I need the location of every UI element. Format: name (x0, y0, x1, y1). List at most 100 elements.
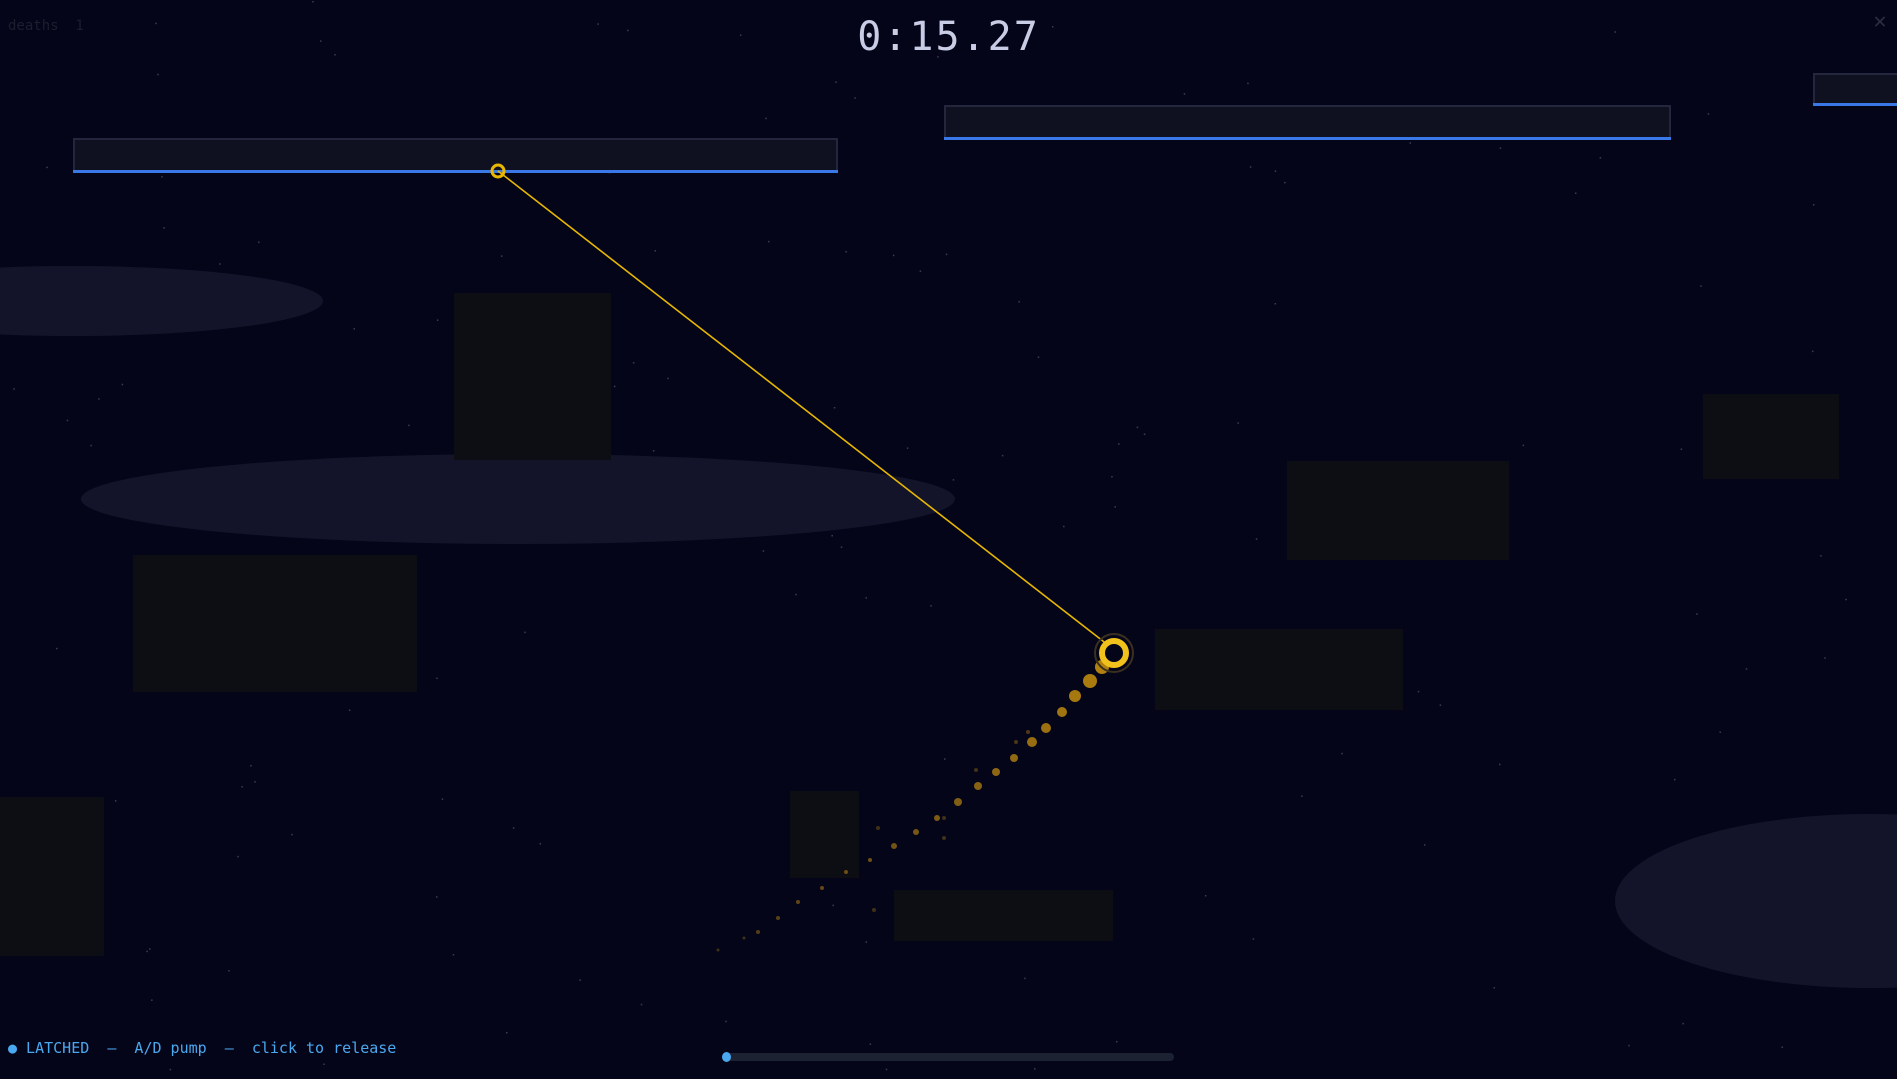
star (241, 786, 243, 788)
star (613, 385, 616, 388)
star (930, 605, 932, 607)
star (146, 950, 148, 953)
star (228, 970, 230, 972)
star (854, 97, 856, 99)
star (885, 1068, 888, 1071)
star (169, 1068, 172, 1071)
star (1493, 987, 1496, 989)
star (1599, 157, 1602, 159)
star (157, 73, 159, 76)
star (1628, 1044, 1630, 1047)
star (121, 383, 124, 386)
dark-block (1155, 629, 1403, 710)
star (348, 709, 351, 712)
star (833, 406, 836, 409)
star (1673, 778, 1676, 781)
star (436, 319, 439, 321)
trail-particle (756, 930, 760, 934)
star (1114, 506, 1116, 508)
star (1247, 82, 1249, 85)
trail-particle (796, 900, 800, 904)
background-cloud (81, 454, 955, 544)
star (512, 827, 515, 829)
platform-edge (73, 170, 838, 173)
star (869, 1043, 872, 1045)
star (1574, 192, 1577, 194)
star (944, 758, 946, 760)
star (1341, 752, 1343, 755)
star (1143, 433, 1146, 435)
trail-particle (942, 836, 946, 840)
star (1499, 147, 1502, 149)
grapple-platform (73, 138, 838, 173)
star (579, 979, 581, 981)
star (865, 597, 867, 599)
grapple-platform (1813, 73, 1897, 106)
star (90, 444, 92, 447)
star (237, 855, 239, 858)
trail-particle (872, 908, 876, 912)
trail-particle (1026, 730, 1030, 734)
star (353, 328, 355, 330)
star (795, 593, 797, 596)
star (1204, 895, 1207, 897)
star (435, 896, 438, 898)
star (1118, 443, 1120, 445)
trail-particle (942, 816, 946, 820)
trail-particle (1010, 754, 1018, 762)
trail-particle (974, 782, 982, 790)
trail-particle (844, 870, 848, 874)
player-ball (1099, 638, 1129, 668)
close-icon[interactable]: ✕ (1873, 9, 1887, 34)
star (1820, 555, 1822, 557)
star (627, 29, 629, 32)
trail-particle (776, 916, 780, 920)
trail-particle (992, 768, 1000, 776)
trail-particle (1057, 707, 1067, 717)
star (500, 255, 503, 257)
star (155, 22, 157, 25)
star (1051, 25, 1054, 28)
star (323, 1063, 325, 1065)
star (832, 904, 834, 907)
trail-particle (891, 843, 897, 849)
star (98, 398, 100, 400)
star (919, 270, 922, 272)
trail-particle (1083, 674, 1097, 688)
star (66, 419, 69, 422)
trail-particle (716, 948, 720, 952)
status-hint: ● LATCHED — A/D pump — click to release (8, 1039, 397, 1057)
star (254, 781, 256, 783)
star (652, 450, 655, 452)
trail-particle (913, 829, 919, 835)
trail-particle (954, 798, 962, 806)
star (632, 362, 635, 364)
star (1284, 181, 1286, 184)
star (1037, 356, 1040, 358)
deaths-counter: deaths 1 (8, 18, 84, 34)
star (1301, 795, 1303, 797)
dark-block (0, 797, 104, 956)
star (1183, 93, 1186, 95)
dark-block (454, 293, 611, 460)
star (1274, 170, 1277, 172)
star (219, 263, 221, 265)
dark-block (1287, 461, 1509, 560)
star (765, 117, 767, 120)
star (1522, 444, 1525, 447)
star (1696, 613, 1698, 615)
trail-particle (1041, 723, 1051, 733)
star (1423, 844, 1426, 846)
star (1111, 475, 1113, 478)
star (1116, 1040, 1118, 1043)
star (1824, 657, 1826, 659)
star (1034, 1068, 1036, 1070)
star (1614, 31, 1616, 33)
star (1682, 1022, 1684, 1025)
star (945, 253, 948, 256)
star (1439, 704, 1442, 706)
progress-marker (722, 1052, 731, 1062)
star (654, 250, 657, 252)
star (1001, 454, 1004, 457)
